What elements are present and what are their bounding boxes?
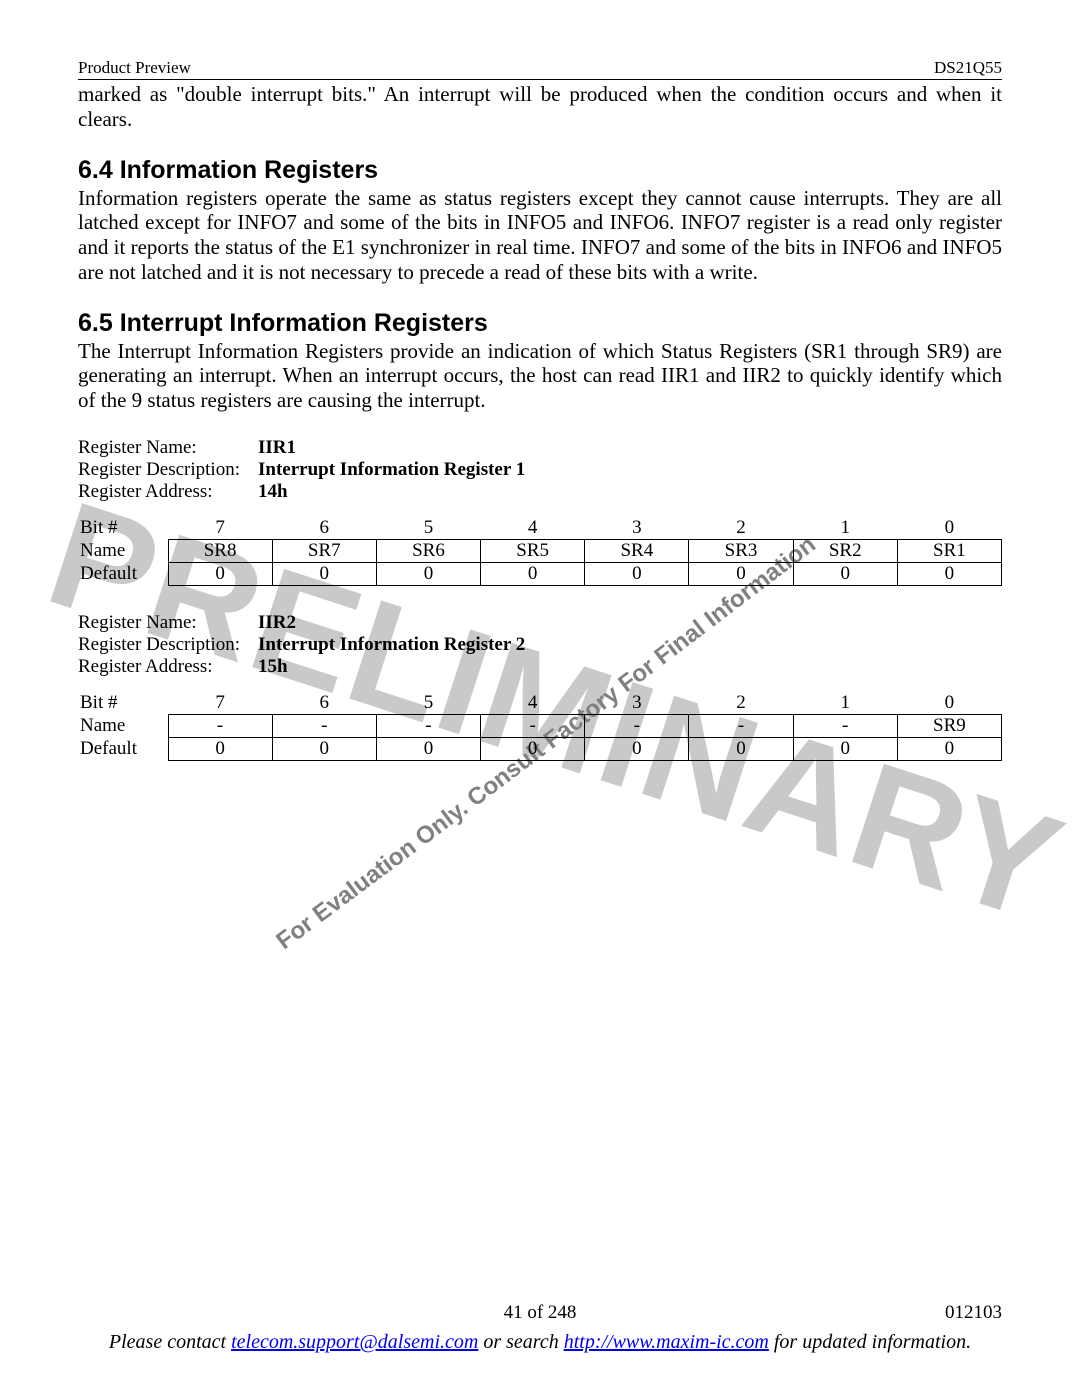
reg2-addr: 15h bbox=[258, 656, 1002, 678]
default-cell: 0 bbox=[897, 737, 1001, 760]
footer-text: for updated information. bbox=[769, 1331, 971, 1353]
section-6-5-body: The Interrupt Information Registers prov… bbox=[78, 339, 1002, 413]
section-6-4-body: Information registers operate the same a… bbox=[78, 186, 1002, 285]
bit-cell: 5 bbox=[376, 517, 480, 540]
default-cell: 0 bbox=[272, 562, 376, 585]
name-cell: - bbox=[585, 714, 689, 737]
section-6-4-heading: 6.4 Information Registers bbox=[78, 156, 1002, 185]
name-cell: SR8 bbox=[168, 539, 272, 562]
table-row: Default 0 0 0 0 0 0 0 0 bbox=[78, 562, 1002, 585]
bit-cell: 2 bbox=[689, 692, 793, 715]
header-left: Product Preview bbox=[78, 58, 191, 78]
default-cell: 0 bbox=[168, 737, 272, 760]
table-row: Name - - - - - - - SR9 bbox=[78, 714, 1002, 737]
register-iir1-meta: Register Name: IIR1 Register Description… bbox=[78, 437, 1002, 503]
reg1-name: IIR1 bbox=[258, 437, 1002, 459]
reg2-desc-label: Register Description: bbox=[78, 634, 258, 656]
default-cell: 0 bbox=[585, 562, 689, 585]
register-iir2-table: Bit # 7 6 5 4 3 2 1 0 Name - - - - - - -… bbox=[78, 692, 1002, 761]
default-cell: 0 bbox=[376, 737, 480, 760]
footer-url-link[interactable]: http://www.maxim-ic.com bbox=[564, 1331, 769, 1353]
register-iir1: Register Name: IIR1 Register Description… bbox=[78, 437, 1002, 586]
name-cell: - bbox=[168, 714, 272, 737]
name-cell: SR1 bbox=[897, 539, 1001, 562]
default-cell: 0 bbox=[376, 562, 480, 585]
reg2-addr-label: Register Address: bbox=[78, 656, 258, 678]
name-cell: SR6 bbox=[376, 539, 480, 562]
reg2-desc: Interrupt Information Register 2 bbox=[258, 634, 1002, 656]
reg1-desc: Interrupt Information Register 1 bbox=[258, 459, 1002, 481]
name-cell: SR4 bbox=[585, 539, 689, 562]
bit-cell: 6 bbox=[272, 517, 376, 540]
bit-cell: 2 bbox=[689, 517, 793, 540]
bit-cell: 1 bbox=[793, 692, 897, 715]
reg2-name-label: Register Name: bbox=[78, 612, 258, 634]
footer-text: Please contact bbox=[109, 1331, 231, 1353]
bit-cell: 1 bbox=[793, 517, 897, 540]
reg1-addr-label: Register Address: bbox=[78, 481, 258, 503]
name-cell: SR9 bbox=[897, 714, 1001, 737]
bit-cell: 0 bbox=[897, 517, 1001, 540]
bit-cell: 7 bbox=[168, 517, 272, 540]
footer-doc-code: 012103 bbox=[902, 1302, 1002, 1324]
row-label: Bit # bbox=[78, 692, 168, 715]
default-cell: 0 bbox=[272, 737, 376, 760]
intro-paragraph: marked as "double interrupt bits." An in… bbox=[78, 82, 1002, 132]
name-cell: SR7 bbox=[272, 539, 376, 562]
row-label: Name bbox=[78, 539, 168, 562]
bit-cell: 5 bbox=[376, 692, 480, 715]
bit-cell: 4 bbox=[481, 692, 585, 715]
name-cell: - bbox=[272, 714, 376, 737]
row-label: Bit # bbox=[78, 517, 168, 540]
bit-cell: 0 bbox=[897, 692, 1001, 715]
default-cell: 0 bbox=[793, 737, 897, 760]
reg1-name-label: Register Name: bbox=[78, 437, 258, 459]
footer-text: or search bbox=[478, 1331, 563, 1353]
table-row: Name SR8 SR7 SR6 SR5 SR4 SR3 SR2 SR1 bbox=[78, 539, 1002, 562]
bit-cell: 6 bbox=[272, 692, 376, 715]
default-cell: 0 bbox=[481, 562, 585, 585]
footer-email-link[interactable]: telecom.support@dalsemi.com bbox=[231, 1331, 478, 1353]
name-cell: SR5 bbox=[481, 539, 585, 562]
row-label: Name bbox=[78, 714, 168, 737]
bit-cell: 7 bbox=[168, 692, 272, 715]
name-cell: SR2 bbox=[793, 539, 897, 562]
register-iir2: Register Name: IIR2 Register Description… bbox=[78, 612, 1002, 761]
reg1-addr: 14h bbox=[258, 481, 1002, 503]
default-cell: 0 bbox=[585, 737, 689, 760]
register-iir1-table: Bit # 7 6 5 4 3 2 1 0 Name SR8 SR7 SR6 S… bbox=[78, 517, 1002, 586]
bit-cell: 4 bbox=[481, 517, 585, 540]
default-cell: 0 bbox=[793, 562, 897, 585]
default-cell: 0 bbox=[897, 562, 1001, 585]
name-cell: - bbox=[481, 714, 585, 737]
reg2-name: IIR2 bbox=[258, 612, 1002, 634]
page-footer: 41 of 248 012103 Please contact telecom.… bbox=[78, 1302, 1002, 1355]
table-row: Bit # 7 6 5 4 3 2 1 0 bbox=[78, 517, 1002, 540]
default-cell: 0 bbox=[689, 562, 793, 585]
table-row: Default 0 0 0 0 0 0 0 0 bbox=[78, 737, 1002, 760]
section-6-5-heading: 6.5 Interrupt Information Registers bbox=[78, 309, 1002, 338]
bit-cell: 3 bbox=[585, 517, 689, 540]
table-row: Bit # 7 6 5 4 3 2 1 0 bbox=[78, 692, 1002, 715]
footer-page-number: 41 of 248 bbox=[178, 1302, 902, 1324]
reg1-desc-label: Register Description: bbox=[78, 459, 258, 481]
default-cell: 0 bbox=[689, 737, 793, 760]
name-cell: SR3 bbox=[689, 539, 793, 562]
bit-cell: 3 bbox=[585, 692, 689, 715]
footer-contact: Please contact telecom.support@dalsemi.c… bbox=[78, 1330, 1002, 1355]
name-cell: - bbox=[689, 714, 793, 737]
name-cell: - bbox=[793, 714, 897, 737]
name-cell: - bbox=[376, 714, 480, 737]
page-header: Product Preview DS21Q55 bbox=[78, 58, 1002, 80]
default-cell: 0 bbox=[481, 737, 585, 760]
register-iir2-meta: Register Name: IIR2 Register Description… bbox=[78, 612, 1002, 678]
header-right: DS21Q55 bbox=[934, 58, 1002, 78]
row-label: Default bbox=[78, 562, 168, 585]
row-label: Default bbox=[78, 737, 168, 760]
default-cell: 0 bbox=[168, 562, 272, 585]
